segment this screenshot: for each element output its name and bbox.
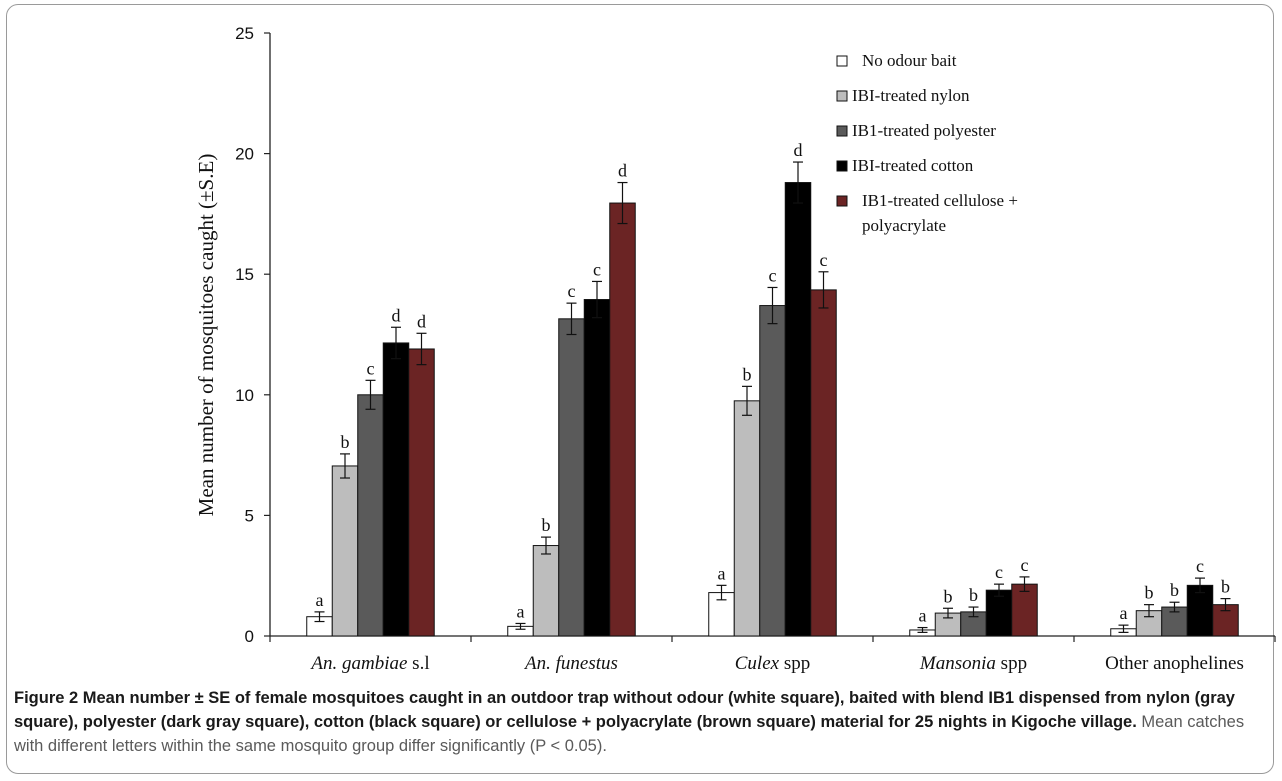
significance-letter: b [944,586,953,606]
significance-letter: a [718,563,726,583]
bar [759,305,786,637]
significance-letter: c [568,281,576,301]
significance-letter: d [392,305,401,325]
figure-frame [6,4,1274,774]
legend-label: IB1-treated polyester [852,121,996,140]
x-category-label: Other anophelines [1105,653,1244,674]
legend-label: IB1-treated cellulose + [862,191,1018,210]
bar [532,545,560,637]
significance-letter: a [316,590,324,610]
significance-letter: c [820,250,828,270]
bar [810,289,837,637]
significance-letter: c [1021,555,1029,575]
bar [382,342,410,637]
significance-letter: c [769,265,777,285]
x-category-label: An. funestus [523,653,618,674]
x-category-label: Culex spp [735,653,810,674]
bar [1186,584,1214,637]
legend-label: IBI-treated nylon [852,86,970,105]
caption-note: Mean catches with different letters with… [14,713,1245,755]
significance-letter: c [1196,556,1204,576]
significance-letter: a [1120,603,1128,623]
y-tick-label: 10 [235,386,254,405]
bar [408,348,435,637]
x-category-label: An. gambiae s.l [309,653,429,674]
significance-letter: b [1221,577,1230,597]
y-tick-label: 25 [235,24,254,43]
significance-letter: b [1145,583,1154,603]
significance-letter: c [367,358,375,378]
bar [583,299,611,637]
bar [985,589,1013,637]
significance-letter: c [593,259,601,279]
significance-letter: d [618,161,627,181]
significance-letter: d [417,311,426,331]
y-ticks: 0 5 10 15 20 25 [235,24,270,646]
bar [331,465,359,637]
legend-label: No odour bait [862,51,957,70]
legend-swatch [836,160,848,172]
legend-swatch [836,55,848,67]
legend-swatch [836,195,848,207]
y-tick-label: 20 [235,145,254,164]
significance-letter: b [969,585,978,605]
significance-letter: b [1170,580,1179,600]
y-tick-label: 15 [235,265,254,284]
x-category-labels: An. gambiae s.l An. funestus Culex spp Mans… [309,653,1244,674]
y-tick-label: 0 [245,627,254,646]
significance-letter: b [743,364,752,384]
caption-title: Figure 2 Mean number ± SE of female mosq… [14,689,1235,731]
significance-letter: b [341,432,350,452]
bar [784,182,812,637]
x-category-label: Mansonia spp [919,653,1027,674]
legend-swatch [836,125,848,137]
bar [357,394,384,637]
significance-letter: a [517,601,525,621]
legend-label: IBI-treated cotton [852,156,974,175]
significance-letter: b [542,515,551,535]
y-axis-label: Mean number of mosquitoes caught (±S.E) [194,154,218,517]
significance-letter: c [995,562,1003,582]
significance-letter: d [794,140,803,160]
bar [1011,583,1038,637]
y-tick-label: 5 [245,506,254,525]
legend: No odour bait IBI-treated nylon IB1-treate… [836,51,1018,235]
significance-letter: a [919,606,927,626]
bar [733,400,761,637]
bar [558,318,585,637]
legend-label: polyacrylate [862,216,946,235]
legend-swatch [836,90,848,102]
figure-caption: Figure 2 Mean number ± SE of female mosq… [14,686,1269,758]
bar [609,202,636,637]
